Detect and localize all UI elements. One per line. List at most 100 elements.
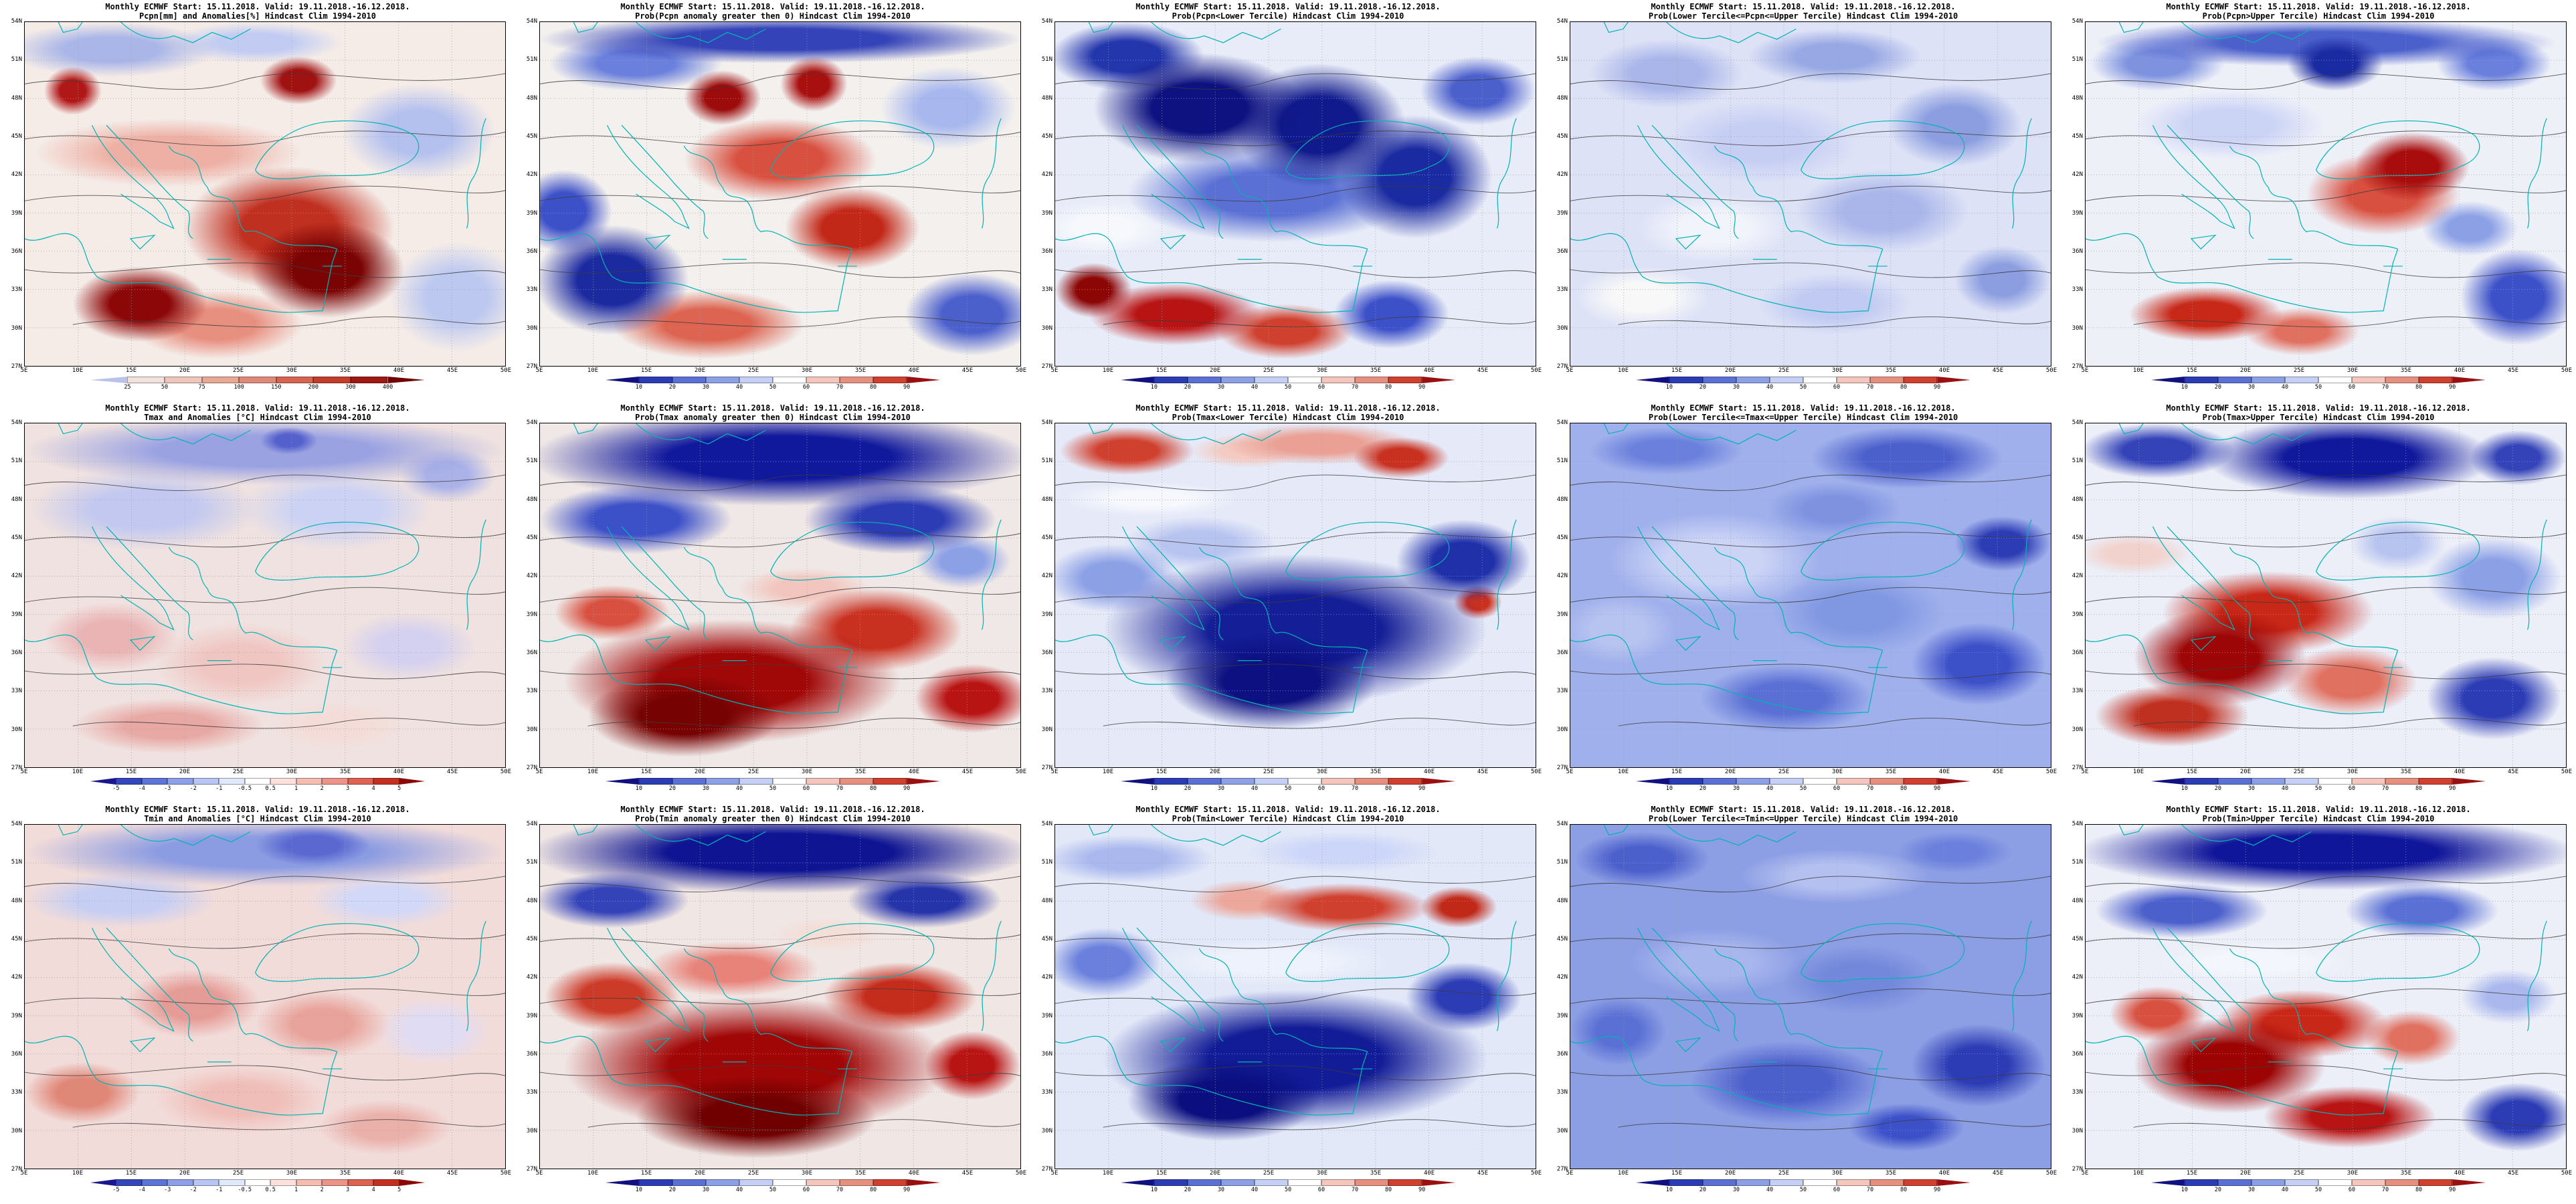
- lat-tick: 42N: [1556, 974, 1568, 981]
- map-row: 54N 51N 48N 45N 42N 39N 36N 33N 30N 27N: [4, 821, 511, 1173]
- colorbar-tick: 70: [1351, 384, 1359, 391]
- colorbar-tick: 30: [1732, 785, 1740, 792]
- lon-tick: 30E: [1831, 1170, 1843, 1177]
- colorbar-tick: 50: [2314, 384, 2322, 391]
- colorbar-tick: 70: [1351, 1187, 1359, 1193]
- colorbar-segment: [907, 1179, 941, 1186]
- lon-tick: 25E: [1263, 1170, 1275, 1177]
- colorbar-tick: -0.5: [238, 785, 252, 792]
- lon-tick: 40E: [1423, 367, 1435, 374]
- lat-tick: 27N: [1041, 363, 1052, 370]
- colorbar-segment: [116, 778, 142, 785]
- colorbar-segment: [313, 377, 351, 383]
- colorbar-segment: [1803, 1179, 1837, 1186]
- lon-tick: 45E: [2507, 367, 2519, 374]
- colorbar-segment: [806, 778, 840, 785]
- lat-tick: 54N: [11, 821, 22, 827]
- panel-title-line2: Prob(Tmax>Upper Tercile) Hindcast Clim 1…: [2202, 413, 2435, 422]
- map-field: [539, 423, 1021, 768]
- colorbar-segment: [873, 1179, 907, 1186]
- lat-tick: 27N: [1556, 765, 1568, 771]
- colorbar-segment: [1837, 1179, 1871, 1186]
- lat-tick: 30N: [2072, 1127, 2083, 1134]
- colorbar-segment: [2150, 778, 2185, 785]
- colorbar-tick: 90: [2448, 384, 2456, 391]
- colorbar-tick: 10: [2181, 384, 2188, 391]
- colorbar-tick: 10: [1150, 785, 1158, 792]
- colorbar-tick: 80: [1384, 785, 1392, 792]
- colorbar-segment: [2452, 1179, 2486, 1186]
- lat-axis: 54N 51N 48N 45N 42N 39N 36N 33N 30N 27N: [519, 821, 539, 1173]
- colorbar-segment: [1904, 377, 1938, 383]
- colorbar-segment: [1769, 778, 1804, 785]
- lon-axis: 5E 10E 15E 20E 25E 30E 35E 40E 45E 50E: [1051, 367, 1542, 375]
- lon-tick: 30E: [1316, 1170, 1328, 1177]
- lat-tick: 33N: [1556, 1089, 1568, 1096]
- panel-title-line2: Prob(Pcpn>Upper Tercile) Hindcast Clim 1…: [2202, 11, 2435, 21]
- lat-tick: 33N: [2072, 286, 2083, 294]
- colorbar-temp: -5 -4 -3 -2 -1 -0.5 0.5 1 2 3 4 5: [90, 778, 426, 795]
- panel-title-line2: Prob(Pcpn anomaly greater then 0) Hindca…: [635, 11, 911, 21]
- colorbar-tick: 60: [802, 1187, 810, 1193]
- map-row: 54N 51N 48N 45N 42N 39N 36N 33N 30N 27N: [1034, 18, 1542, 370]
- colorbar-tick: 90: [1418, 1187, 1426, 1193]
- colorbar-tick: 80: [869, 384, 877, 391]
- colorbar-segment: [773, 377, 807, 383]
- colorbar-tick: 10: [635, 785, 642, 792]
- lat-tick: 51N: [1556, 56, 1568, 64]
- lon-tick: 15E: [125, 1170, 137, 1177]
- lat-tick: 48N: [2072, 897, 2083, 904]
- lon-tick: 25E: [1778, 769, 1790, 775]
- colorbar-segment: [2385, 778, 2419, 785]
- colorbar-tick: 30: [1217, 1187, 1225, 1193]
- lat-tick: 48N: [1556, 496, 1568, 503]
- colorbar-tick: 50: [1284, 1187, 1292, 1193]
- lat-tick: 48N: [11, 897, 22, 904]
- lon-tick: 40E: [2454, 367, 2466, 374]
- panel-title-line2: Prob(Tmin>Upper Tercile) Hindcast Clim 1…: [2202, 814, 2435, 823]
- lat-tick: 42N: [1556, 573, 1568, 580]
- panel-r2c5: Monthly ECMWF Start: 15.11.2018. Valid: …: [2061, 401, 2576, 803]
- lon-tick: 35E: [1885, 367, 1897, 374]
- colorbar-segment: [2217, 778, 2251, 785]
- lon-tick: 45E: [446, 769, 458, 775]
- lon-tick: 35E: [2400, 367, 2412, 374]
- colorbar-tick: 80: [2415, 785, 2423, 792]
- lon-tick: 15E: [1156, 769, 1168, 775]
- lat-tick: 54N: [1556, 821, 1568, 827]
- lat-tick: 48N: [1041, 94, 1052, 102]
- lon-tick: 45E: [961, 769, 974, 775]
- map-row: 54N 51N 48N 45N 42N 39N 36N 33N 30N 27N: [2065, 821, 2572, 1173]
- colorbar-segment: [773, 778, 807, 785]
- map-overlay-svg: [1570, 825, 2051, 1169]
- map-field: [2085, 21, 2567, 367]
- lon-tick: 15E: [125, 769, 137, 775]
- colorbar-segment: [2184, 377, 2218, 383]
- lon-tick: 5E: [20, 769, 28, 775]
- lat-axis: 54N 51N 48N 45N 42N 39N 36N 33N 30N 27N: [4, 18, 24, 370]
- colorbar-tick: 80: [869, 785, 877, 792]
- colorbar-tick: 60: [2348, 1187, 2356, 1193]
- lat-axis: 54N 51N 48N 45N 42N 39N 36N 33N 30N 27N: [4, 821, 24, 1173]
- lat-tick: 42N: [11, 171, 22, 179]
- lon-tick: 30E: [1316, 769, 1328, 775]
- lon-tick: 40E: [908, 367, 920, 374]
- lon-tick: 30E: [2347, 769, 2359, 775]
- lat-tick: 30N: [2072, 726, 2083, 733]
- lon-tick: 10E: [587, 1170, 599, 1177]
- lon-tick: 15E: [1671, 769, 1683, 775]
- panel-r1c4: Monthly ECMWF Start: 15.11.2018. Valid: …: [1546, 0, 2061, 401]
- lat-tick: 45N: [1556, 534, 1568, 541]
- colorbar-tick: 100: [234, 384, 244, 391]
- map-row: 54N 51N 48N 45N 42N 39N 36N 33N 30N 27N: [1550, 18, 2057, 370]
- colorbar-tick: 80: [1900, 785, 1908, 792]
- lat-tick: 39N: [2072, 209, 2083, 217]
- lon-tick: 10E: [1102, 769, 1114, 775]
- colorbar-segment: [1154, 377, 1188, 383]
- colorbar-segment: [244, 1179, 271, 1186]
- lon-tick: 50E: [500, 367, 512, 374]
- lon-tick: 45E: [1477, 769, 1489, 775]
- colorbar-segment: [638, 778, 672, 785]
- colorbar-tick: -2: [189, 785, 197, 792]
- colorbar-tick: 70: [836, 384, 844, 391]
